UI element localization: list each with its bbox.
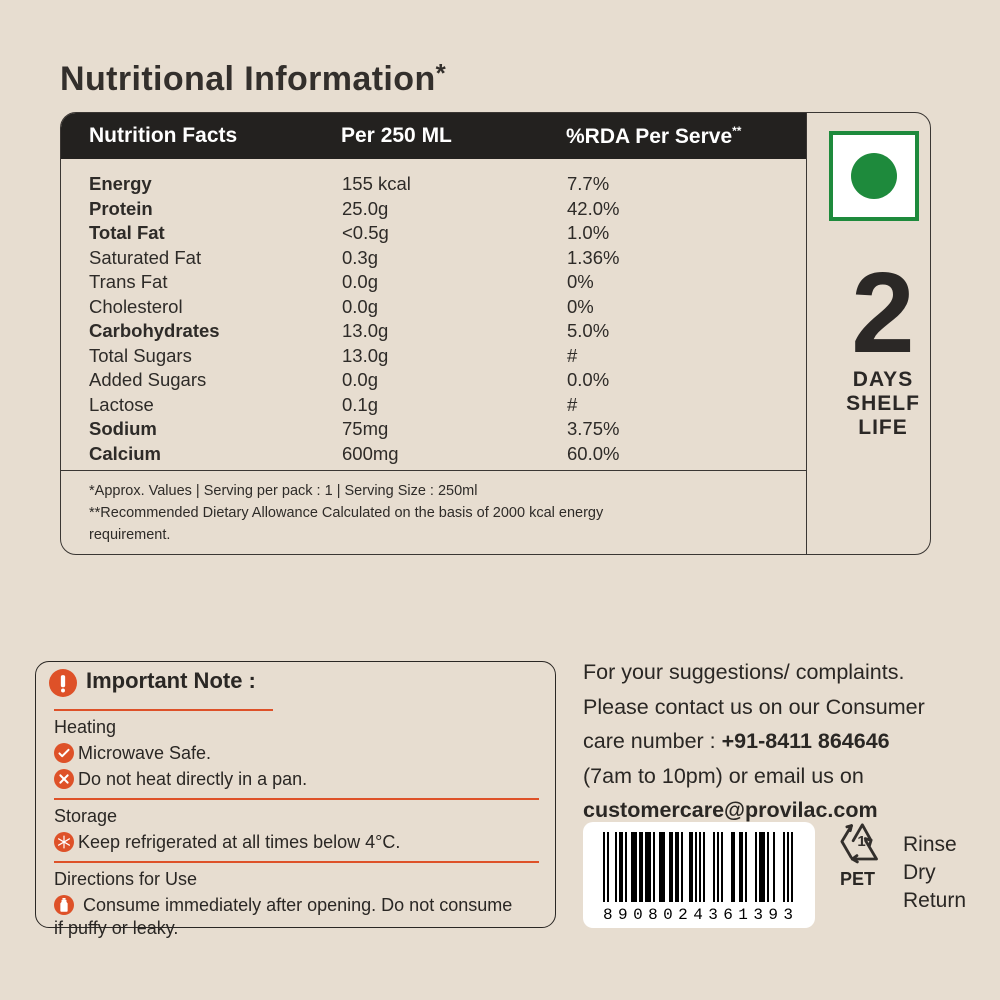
svg-text:1: 1 [857,833,865,850]
